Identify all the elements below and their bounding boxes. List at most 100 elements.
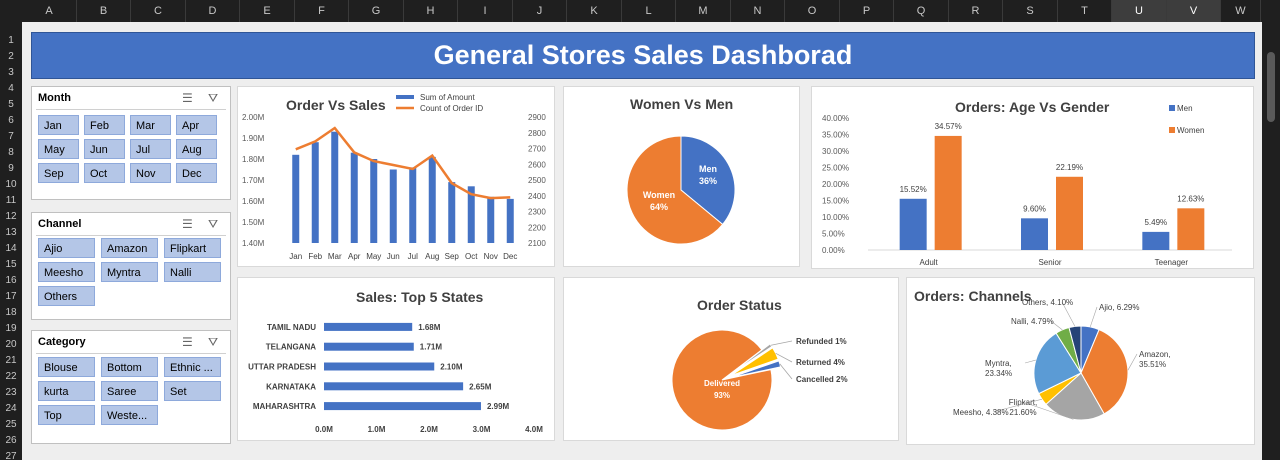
column-header-w[interactable]: W xyxy=(1221,0,1261,22)
row-header-12[interactable]: 12 xyxy=(5,211,17,222)
row-header-1[interactable]: 1 xyxy=(8,35,14,46)
slicer-item-nov[interactable]: Nov xyxy=(130,163,171,183)
column-header-a[interactable]: A xyxy=(22,0,77,22)
row-header-24[interactable]: 24 xyxy=(5,403,17,414)
column-header-h[interactable]: H xyxy=(404,0,458,22)
order-status-plot: Delivered 93% Refunded 1% Returned 4% Cancel… xyxy=(671,329,848,431)
column-header-p[interactable]: P xyxy=(840,0,894,22)
slicer-item-may[interactable]: May xyxy=(38,139,79,159)
slicer-item-ajio[interactable]: Ajio xyxy=(38,238,95,258)
slicer-item-aug[interactable]: Aug xyxy=(176,139,217,159)
column-header-c[interactable]: C xyxy=(131,0,186,22)
channel-slicer[interactable]: Channel ☰ ⛛ Ajio Amazon Flipkart Meesho Myntra N… xyxy=(31,212,231,320)
row-header-27[interactable]: 27 xyxy=(5,451,17,462)
slicer-item-sep[interactable]: Sep xyxy=(38,163,79,183)
row-header-15[interactable]: 15 xyxy=(5,259,17,270)
scrollbar-thumb[interactable] xyxy=(1267,52,1275,122)
row-header-21[interactable]: 21 xyxy=(5,355,17,366)
slicer-item-jun[interactable]: Jun xyxy=(84,139,125,159)
clear-filter-icon[interactable]: ⛛ xyxy=(208,91,219,105)
slicer-item-myntra[interactable]: Myntra xyxy=(101,262,158,282)
slicer-item-weste[interactable]: Weste... xyxy=(101,405,158,425)
multi-select-icon[interactable]: ☰ xyxy=(182,335,193,349)
row-header-19[interactable]: 19 xyxy=(5,323,17,334)
column-header-q[interactable]: Q xyxy=(894,0,949,22)
bar-may xyxy=(370,159,378,243)
column-header-v[interactable]: V xyxy=(1167,0,1221,22)
row-header-14[interactable]: 14 xyxy=(5,243,17,254)
column-header-t[interactable]: T xyxy=(1058,0,1112,22)
y2-tick-label: 2700 xyxy=(528,145,546,154)
slicer-item-oct[interactable]: Oct xyxy=(84,163,125,183)
slicer-item-blouse[interactable]: Blouse xyxy=(38,357,95,377)
data-label: 1.68M xyxy=(418,323,441,332)
slicer-item-kurta[interactable]: kurta xyxy=(38,381,95,401)
slicer-item-jul[interactable]: Jul xyxy=(130,139,171,159)
slicer-item-dec[interactable]: Dec xyxy=(176,163,217,183)
row-header-13[interactable]: 13 xyxy=(5,227,17,238)
order-status-chart[interactable]: Order Status Delivered 93% Refunded 1% Retu… xyxy=(563,277,899,441)
category-slicer[interactable]: Category ☰ ⛛ Blouse Bottom Ethnic ... kurta Sar… xyxy=(31,330,231,444)
column-header-l[interactable]: L xyxy=(622,0,676,22)
women-vs-men-chart[interactable]: Women Vs Men Men 36% Women 64% xyxy=(563,86,800,267)
column-header-d[interactable]: D xyxy=(186,0,240,22)
row-header-7[interactable]: 7 xyxy=(8,131,14,142)
orders-channels-chart[interactable]: Orders: Channels Ajio, 6.29% Amazon, 35.51… xyxy=(906,277,1255,445)
row-header-17[interactable]: 17 xyxy=(5,291,17,302)
slicer-item-feb[interactable]: Feb xyxy=(84,115,125,135)
month-slicer[interactable]: Month ☰ ⛛ Jan Feb Mar Apr May Jun Jul Aug Sep Oct Nov… xyxy=(31,86,231,200)
vertical-scrollbar[interactable] xyxy=(1262,22,1280,460)
slicer-item-jan[interactable]: Jan xyxy=(38,115,79,135)
column-header-b[interactable]: B xyxy=(77,0,131,22)
age-vs-gender-chart[interactable]: Orders: Age Vs Gender 0.00% 5.00% 10.00% 15… xyxy=(811,86,1254,269)
slicer-item-apr[interactable]: Apr xyxy=(176,115,217,135)
column-header-u[interactable]: U xyxy=(1112,0,1167,22)
row-header-11[interactable]: 11 xyxy=(5,195,17,206)
multi-select-icon[interactable]: ☰ xyxy=(182,217,193,231)
clear-filter-icon[interactable]: ⛛ xyxy=(208,335,219,349)
slicer-item-top[interactable]: Top xyxy=(38,405,95,425)
column-header-r[interactable]: R xyxy=(949,0,1003,22)
row-header-5[interactable]: 5 xyxy=(8,99,14,110)
slicer-item-others[interactable]: Others xyxy=(38,286,95,306)
order-vs-sales-chart[interactable]: Order Vs Sales 1.40M 1.50M 1.60M 1.70M 1.80M… xyxy=(237,86,555,267)
row-header-4[interactable]: 4 xyxy=(8,83,14,94)
slicer-item-bottom[interactable]: Bottom xyxy=(101,357,158,377)
slicer-item-amazon[interactable]: Amazon xyxy=(101,238,158,258)
row-header-22[interactable]: 22 xyxy=(5,371,17,382)
slicer-item-mar[interactable]: Mar xyxy=(130,115,171,135)
slicer-item-ethnic[interactable]: Ethnic ... xyxy=(164,357,221,377)
row-header-6[interactable]: 6 xyxy=(8,115,14,126)
column-header-f[interactable]: F xyxy=(295,0,349,22)
column-header-k[interactable]: K xyxy=(567,0,622,22)
clear-filter-icon[interactable]: ⛛ xyxy=(208,217,219,231)
column-header-g[interactable]: G xyxy=(349,0,404,22)
data-label-ajio: Ajio, 6.29% xyxy=(1099,303,1139,312)
row-header-26[interactable]: 26 xyxy=(5,435,17,446)
top5-states-chart[interactable]: Sales: Top 5 States TAMIL NADU 1.68M TELAN… xyxy=(237,277,555,441)
column-header-n[interactable]: N xyxy=(731,0,785,22)
slicer-item-meesho[interactable]: Meesho xyxy=(38,262,95,282)
row-header-10[interactable]: 10 xyxy=(5,179,17,190)
slicer-item-set[interactable]: Set xyxy=(164,381,221,401)
column-header-o[interactable]: O xyxy=(785,0,840,22)
row-header-20[interactable]: 20 xyxy=(5,339,17,350)
row-header-2[interactable]: 2 xyxy=(8,51,14,62)
column-header-m[interactable]: M xyxy=(676,0,731,22)
slicer-item-flipkart[interactable]: Flipkart xyxy=(164,238,221,258)
row-header-3[interactable]: 3 xyxy=(8,67,14,78)
column-header-i[interactable]: I xyxy=(458,0,513,22)
row-header-23[interactable]: 23 xyxy=(5,387,17,398)
row-header-16[interactable]: 16 xyxy=(5,275,17,286)
column-header-s[interactable]: S xyxy=(1003,0,1058,22)
column-header-e[interactable]: E xyxy=(240,0,295,22)
row-header-9[interactable]: 9 xyxy=(8,163,14,174)
row-header-18[interactable]: 18 xyxy=(5,307,17,318)
slicer-item-nalli[interactable]: Nalli xyxy=(164,262,221,282)
row-header-25[interactable]: 25 xyxy=(5,419,17,430)
multi-select-icon[interactable]: ☰ xyxy=(182,91,193,105)
column-header-j[interactable]: J xyxy=(513,0,567,22)
pie-slice-refunded xyxy=(729,343,773,375)
slicer-item-saree[interactable]: Saree xyxy=(101,381,158,401)
row-header-8[interactable]: 8 xyxy=(8,147,14,158)
